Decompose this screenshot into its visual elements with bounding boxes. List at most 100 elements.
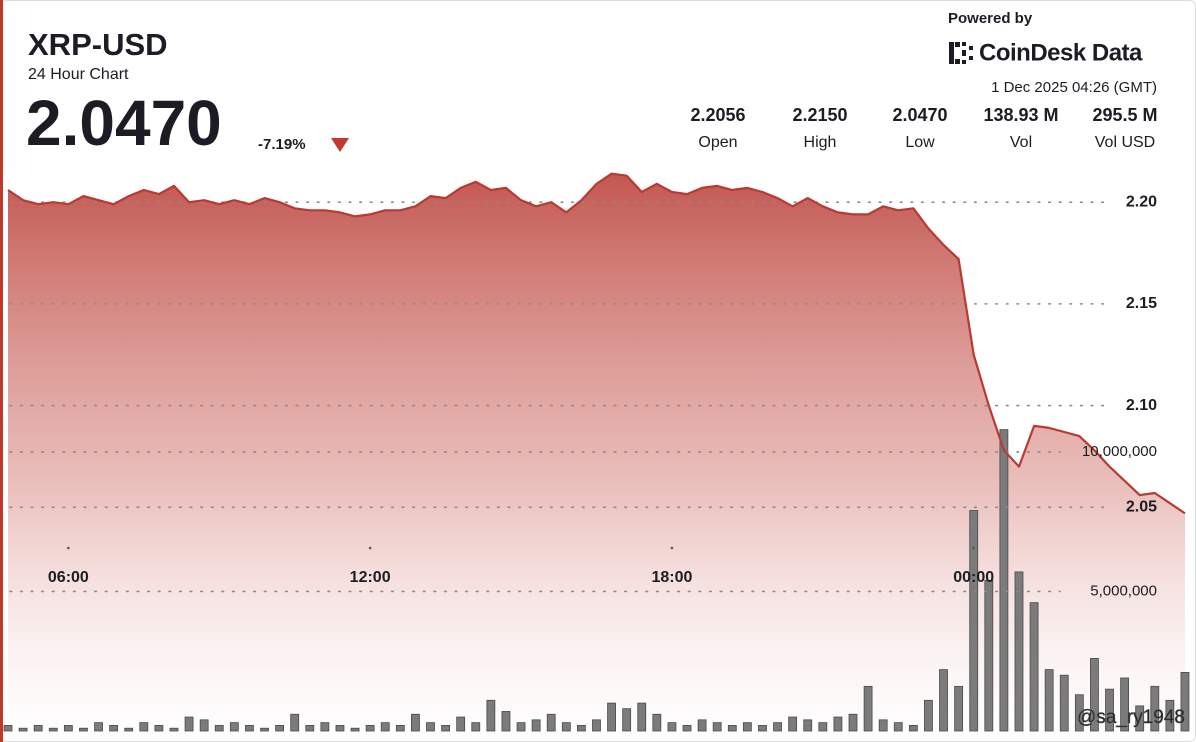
volume-bar <box>516 722 526 732</box>
volume-bar <box>109 725 119 732</box>
down-arrow <box>331 138 349 152</box>
stat-value: 2.0470 <box>892 105 947 125</box>
volume-bar <box>214 725 224 732</box>
volume-bar <box>1165 699 1175 732</box>
x-tick-mark <box>368 546 372 550</box>
volume-bar <box>667 722 677 732</box>
volume-bar <box>199 719 209 732</box>
brand-logo <box>949 42 973 64</box>
y-tick-label: 2.10 <box>1126 397 1157 414</box>
plot <box>3 172 1190 738</box>
volume-bar <box>592 719 601 732</box>
volume-bar <box>290 713 300 732</box>
y2-tick-label: 5,000,000 <box>1090 582 1157 599</box>
x-tick-mark <box>670 546 674 550</box>
volume-bar <box>954 685 964 732</box>
volume-bar <box>275 725 285 732</box>
chart-title: XRP-USD <box>28 27 168 62</box>
volume-bar <box>939 669 948 732</box>
volume-bar <box>1044 669 1054 732</box>
axis-labels: 2.05 2.10 2.15 2.20 5,000,000 10,000,000 06:00… <box>48 193 1157 599</box>
x-tick-label: 06:00 <box>48 569 89 586</box>
volume-bar <box>365 725 375 732</box>
stat-label: Vol <box>1010 134 1032 151</box>
stat-value: 138.93 M <box>983 105 1058 125</box>
stat-value: 295.5 M <box>1092 105 1157 125</box>
volume-bar <box>863 685 873 732</box>
volume-bar <box>773 722 782 732</box>
volume-bar <box>350 727 360 732</box>
volume-bar <box>245 725 254 732</box>
volume-bar <box>260 727 269 732</box>
volume-bar <box>561 722 571 732</box>
volume-bar <box>380 722 390 732</box>
volume-bar <box>139 722 149 732</box>
volume-bar <box>531 719 541 732</box>
volume-bar <box>48 727 58 732</box>
y-tick-label: 2.05 <box>1126 498 1157 515</box>
volume-bar <box>924 699 933 732</box>
volume-bar <box>33 725 43 732</box>
volume-bar <box>3 725 13 732</box>
x-tick-mark <box>972 546 976 550</box>
volume-bar <box>758 725 767 732</box>
volume-bar <box>456 716 466 732</box>
volume-bar <box>1180 671 1190 732</box>
volume-bar <box>1014 571 1024 732</box>
volume-bar <box>682 725 692 732</box>
volume-bar <box>501 711 511 732</box>
area-fill <box>8 173 1185 738</box>
x-tick-label: 00:00 <box>953 569 994 586</box>
volume-bar <box>335 725 345 732</box>
volume-bar <box>1059 674 1069 732</box>
stat-value: 2.2056 <box>690 105 745 125</box>
volume-bar <box>1105 688 1114 732</box>
change: -7.19% <box>258 136 306 153</box>
volume-bar <box>742 722 752 732</box>
timestamp: 1 Dec 2025 04:26 (GMT) <box>991 79 1157 96</box>
volume-bar <box>1150 685 1160 732</box>
volume-bar <box>124 727 134 732</box>
watermark: @sa_ry1948 <box>1077 707 1185 728</box>
volume-bar <box>622 708 632 732</box>
stat-label: High <box>804 134 837 151</box>
volume-bar <box>486 699 496 732</box>
price: 2.0470 <box>26 87 222 159</box>
volume-bar <box>1074 694 1084 732</box>
volume-bar <box>697 719 707 732</box>
volume-bar <box>441 725 450 732</box>
y-tick-label: 2.15 <box>1126 295 1157 312</box>
subtitle: 24 Hour Chart <box>28 66 129 83</box>
price-line <box>7 172 1186 515</box>
volume-bar <box>79 727 88 732</box>
volume-bar <box>833 716 843 732</box>
volume-bar <box>320 722 330 732</box>
x-tick-label: 18:00 <box>651 569 692 586</box>
volume-bar <box>576 725 586 732</box>
volume-bar <box>818 722 828 732</box>
x-tick-mark <box>67 546 70 550</box>
volume-bar <box>607 702 616 732</box>
volume-bar <box>893 722 903 732</box>
volume-bar <box>169 727 179 732</box>
volume-bar <box>848 713 858 732</box>
volume-bar <box>426 722 435 732</box>
accent-bar <box>0 0 3 742</box>
stats: 2.2056 Open 2.2150 High 2.0470 Low 138.93 M Vol… <box>690 105 1157 151</box>
volume-bar <box>411 713 420 732</box>
volume-bar <box>999 429 1009 732</box>
volume-bar <box>803 719 813 732</box>
volume-bar <box>652 713 662 732</box>
volume-bar <box>712 722 722 732</box>
volume-bar <box>471 722 481 732</box>
volume-bar <box>1090 658 1099 732</box>
stat-label: Open <box>698 134 737 151</box>
volume-bar <box>1029 602 1039 732</box>
volume-bar <box>1135 705 1145 732</box>
volume-bar <box>788 716 798 732</box>
volume-bar <box>154 725 164 732</box>
volume-bar <box>908 725 918 732</box>
volume-bar <box>94 722 103 732</box>
